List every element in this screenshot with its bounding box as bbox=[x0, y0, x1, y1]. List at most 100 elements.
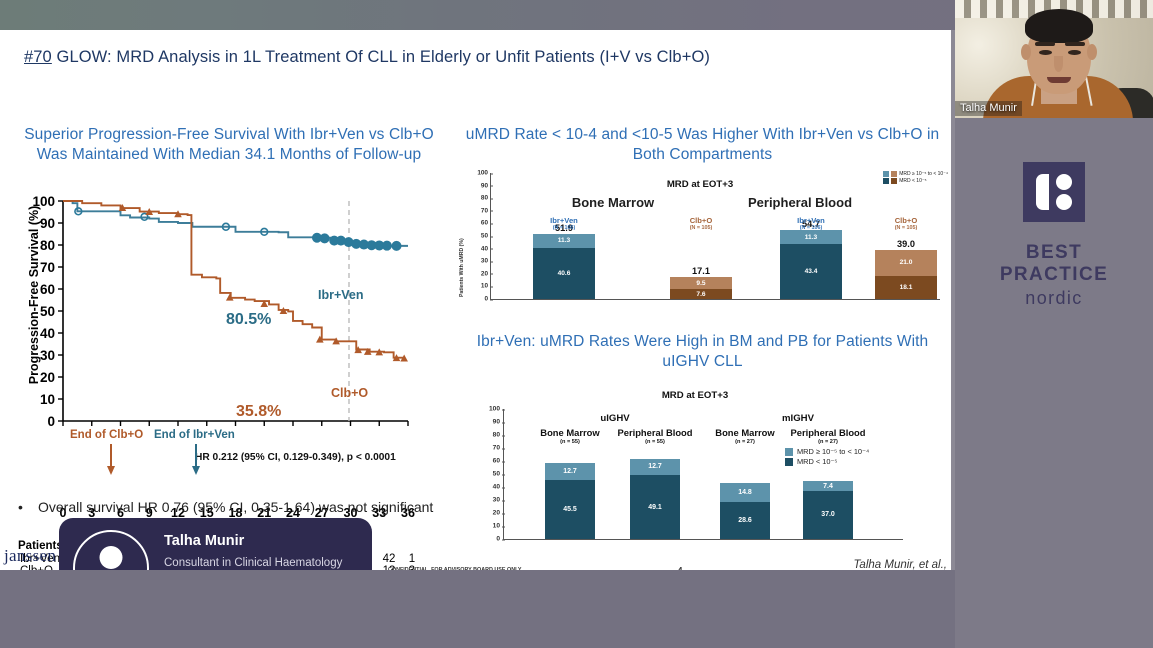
km-censor-mark-ibrven bbox=[260, 227, 269, 236]
mrd-bottom-panel: Ibr+Ven: uMRD Rates Were High in BM and … bbox=[455, 332, 950, 562]
mrd-top-bar-total: 39.0 bbox=[897, 238, 915, 249]
mrd-top-heading: uMRD Rate < 10-4 and <10-5 Was Higher Wi… bbox=[465, 126, 940, 163]
chart-y-tick: 10 bbox=[476, 523, 505, 530]
km-censor-mark-clbo bbox=[118, 204, 127, 212]
chart-y-tick: 50 bbox=[476, 471, 505, 478]
mrd-top-arm-label: Clb+O (N = 105) bbox=[865, 216, 947, 231]
chart-y-tick: 20 bbox=[476, 510, 505, 517]
chart-y-tick: 100 bbox=[464, 170, 493, 177]
mrd-top-bar-total: 54.7 bbox=[802, 219, 820, 230]
km-series-line-1 bbox=[63, 200, 405, 359]
km-annotation-end-clbo: End of Clb+O bbox=[70, 429, 144, 441]
mrd-top-bar-total: 51.9 bbox=[555, 222, 573, 233]
svg-text:0: 0 bbox=[47, 414, 55, 429]
mrd-bottom-compartment-n: (n = 55) bbox=[560, 439, 580, 445]
km-x-tick: 0 bbox=[59, 506, 67, 520]
svg-text:40: 40 bbox=[40, 326, 55, 341]
chart-y-tick: 40 bbox=[476, 484, 505, 491]
mrd-bottom-bar-label: Bone Marrow (n = 27) bbox=[698, 427, 792, 445]
webcam-eye-left bbox=[1039, 50, 1052, 55]
km-endpoint-clbo: 35.8% bbox=[236, 403, 282, 420]
chart-y-tick: 90 bbox=[476, 419, 505, 426]
svg-text:20: 20 bbox=[40, 370, 55, 385]
chart-y-tick: 70 bbox=[464, 207, 493, 214]
km-plot-area: Progression-Free Survival (%) 0 10 20 30 40 5… bbox=[8, 193, 456, 475]
km-x-tick: 9 bbox=[145, 506, 153, 520]
sponsor-name: janssen bbox=[4, 546, 57, 565]
mrd-bottom-bar-label: Bone Marrow (n = 55) bbox=[523, 427, 617, 445]
mrd-top-bar: 18.1 21.0 bbox=[875, 249, 937, 299]
km-series-label-ibrven: Ibr+Ven bbox=[318, 288, 364, 302]
mrd-bottom-segment-high: 7.4 bbox=[803, 481, 853, 491]
mrd-top-arm-n: (N = 106) bbox=[552, 225, 576, 231]
legend-label-bottom-high: MRD ≥ 10⁻⁵ to < 10⁻⁴ bbox=[797, 447, 870, 456]
km-annotation-end-ibrven: End of Ibr+Ven bbox=[154, 429, 235, 441]
patients-at-risk-cell: 13 bbox=[376, 565, 402, 570]
legend-label-mrd-high: MRD ≥ 10⁻⁵ to < 10⁻⁴ bbox=[899, 171, 948, 177]
slide-title-text: GLOW: MRD Analysis in 1L Treatment Of CL… bbox=[51, 48, 710, 66]
mrd-bottom-segment-high: 14.8 bbox=[720, 482, 770, 502]
km-x-tick: 33 bbox=[372, 506, 387, 520]
km-censor-mark-clbo bbox=[145, 208, 154, 215]
slide-page-number: 4 bbox=[676, 564, 683, 570]
km-censor-mark-clbo bbox=[354, 346, 362, 354]
km-censor-mark-clbo bbox=[279, 307, 288, 314]
webcam-nose bbox=[1054, 56, 1063, 72]
chart-y-tick: 40 bbox=[464, 245, 493, 252]
speaker-role-line-1: Consultant in Clinical Haematology bbox=[164, 557, 343, 569]
mrd-top-arm-n: (N = 105) bbox=[689, 225, 713, 231]
mrd-top-chart: Patients With uMRD (%) 0 10 20 30 40 50 60 70 80… bbox=[455, 169, 950, 315]
chart-y-tick: 90 bbox=[464, 182, 493, 189]
mrd-bottom-segment-low: 28.6 bbox=[720, 501, 770, 539]
mrd-bottom-bar: 45.5 12.7 bbox=[545, 463, 595, 539]
chart-y-tick: 0 bbox=[476, 536, 505, 543]
km-censor-mark-clbo bbox=[260, 299, 269, 307]
patients-at-risk-cell: 3 bbox=[402, 565, 422, 570]
presentation-slide[interactable]: #70 GLOW: MRD Analysis in 1L Treatment O… bbox=[0, 30, 955, 570]
km-censor-mark-ibrven bbox=[221, 222, 231, 231]
km-x-tick: 30 bbox=[343, 506, 358, 520]
brand-line-1: BEST bbox=[1025, 242, 1083, 263]
mrd-top-bar: 40.6 11.3 bbox=[533, 233, 595, 299]
citation-author: Talha Munir, et al., bbox=[853, 559, 947, 570]
km-annotation-hazard-ratio: HR 0.212 (95% CI, 0.129-0.349), p < 0.00… bbox=[195, 452, 396, 463]
chart-y-tick: 20 bbox=[464, 270, 493, 277]
km-censor-mark-ibrven bbox=[391, 240, 402, 251]
mrd-top-arm-name: Ibr+Ven bbox=[550, 216, 578, 225]
mrd-top-arm-name: Ibr+Ven bbox=[797, 216, 825, 225]
mrd-top-bar-total: 17.1 bbox=[692, 266, 710, 277]
mrd-bottom-segment-high: 12.7 bbox=[545, 463, 595, 480]
chart-y-tick: 70 bbox=[476, 445, 505, 452]
legend-label-bottom-low: MRD < 10⁻⁵ bbox=[797, 457, 838, 466]
mrd-bottom-heading: Ibr+Ven: uMRD Rates Were High in BM and … bbox=[476, 333, 929, 370]
svg-text:100: 100 bbox=[32, 194, 55, 209]
mrd-top-panel: uMRD Rate < 10-4 and <10-5 Was Higher Wi… bbox=[455, 125, 950, 315]
mrd-top-group-peripheral-blood: Peripheral Blood bbox=[747, 195, 853, 210]
km-plot-svg: 0 10 20 30 40 50 60 70 80 90 100 bbox=[32, 194, 409, 429]
brand-logo-circle-bottom bbox=[1056, 194, 1072, 210]
mrd-top-segment-low: 40.6 bbox=[533, 247, 595, 299]
avatar-head-shape bbox=[99, 546, 123, 569]
patients-at-risk-arm-label: Clb+O bbox=[18, 565, 60, 570]
svg-text:50: 50 bbox=[40, 304, 55, 319]
km-censor-mark-ibrven bbox=[319, 233, 330, 244]
webcam-eye-right bbox=[1068, 50, 1081, 55]
km-x-tick: 18 bbox=[228, 506, 243, 520]
mrd-top-bar: 43.4 11.3 bbox=[780, 230, 842, 299]
km-censor-mark-clbo bbox=[363, 347, 372, 355]
webcam-hair bbox=[1025, 9, 1093, 43]
patients-at-risk-cell: 42 bbox=[382, 553, 396, 565]
km-censor-mark-clbo bbox=[316, 335, 324, 343]
chart-y-tick: 50 bbox=[464, 233, 493, 240]
brand-panel: BEST PRACTICE nordic bbox=[955, 118, 1153, 648]
km-censor-mark-clbo bbox=[332, 337, 340, 345]
brand-line-2: PRACTICE bbox=[999, 264, 1109, 285]
km-y-axis-label: Progression-Free Survival (%) bbox=[27, 205, 41, 385]
chart-y-tick: 30 bbox=[476, 497, 505, 504]
slide-title: #70 GLOW: MRD Analysis in 1L Treatment O… bbox=[24, 48, 924, 67]
brand-logo-icon bbox=[1023, 162, 1085, 222]
km-censor-mark-clbo bbox=[392, 354, 401, 362]
mrd-top-segment-low: 43.4 bbox=[780, 244, 842, 299]
webcam-video-tile[interactable]: Talha Munir bbox=[955, 0, 1153, 118]
webcam-ear-right bbox=[1087, 44, 1097, 60]
